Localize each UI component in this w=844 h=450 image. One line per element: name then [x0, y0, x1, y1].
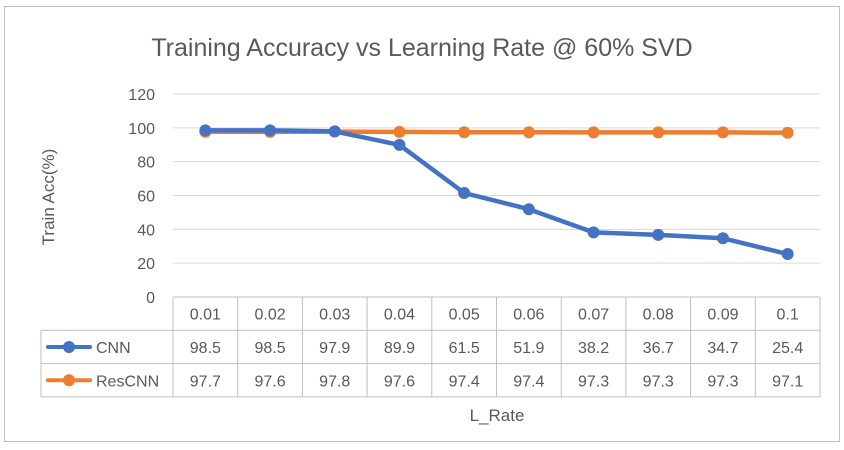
data-label: 97.3 — [707, 373, 738, 390]
data-point — [522, 126, 535, 139]
y-tick-label: 20 — [137, 256, 155, 273]
y-tick-label: 60 — [137, 189, 155, 206]
data-label: 98.5 — [190, 340, 221, 357]
x-tick-label: 0.1 — [777, 307, 799, 324]
data-point — [652, 126, 665, 139]
data-label: 97.6 — [254, 373, 285, 390]
x-tick-label: 0.01 — [190, 307, 221, 324]
x-tick-label: 0.03 — [319, 307, 350, 324]
data-label: 89.9 — [384, 340, 415, 357]
y-tick-label: 40 — [137, 222, 155, 239]
data-label: 97.4 — [449, 373, 480, 390]
data-point — [587, 226, 600, 239]
data-label: 34.7 — [707, 340, 738, 357]
y-axis-label: Train Acc(%) — [39, 149, 58, 246]
data-label: 97.7 — [190, 373, 221, 390]
x-axis-label: L_Rate — [470, 406, 525, 425]
data-point — [199, 124, 212, 137]
data-point — [264, 124, 277, 137]
legend-key-marker — [63, 340, 75, 353]
data-point — [716, 232, 729, 245]
data-label: 98.5 — [254, 340, 285, 357]
y-tick-label: 0 — [146, 290, 155, 307]
x-tick-label: 0.05 — [449, 307, 480, 324]
y-tick-label: 120 — [128, 87, 155, 104]
data-label: 61.5 — [449, 340, 480, 357]
x-tick-label: 0.09 — [707, 307, 738, 324]
x-tick-label: 0.06 — [513, 307, 544, 324]
series-line — [203, 128, 790, 257]
data-point — [781, 248, 794, 261]
x-tick-label: 0.04 — [384, 307, 415, 324]
legend-key-marker — [63, 374, 75, 387]
data-point — [652, 228, 665, 241]
data-point — [587, 126, 600, 139]
data-point — [458, 126, 471, 139]
data-label: 38.2 — [578, 340, 609, 357]
data-point — [522, 203, 535, 216]
data-label: 97.4 — [513, 373, 544, 390]
x-tick-label: 0.02 — [254, 307, 285, 324]
data-label: 97.9 — [319, 340, 350, 357]
y-tick-label: 80 — [137, 155, 155, 172]
chart-frame — [4, 6, 840, 442]
data-point — [458, 186, 471, 199]
data-label: 36.7 — [643, 340, 674, 357]
data-label: 51.9 — [513, 340, 544, 357]
legend-label: CNN — [96, 340, 131, 357]
data-point — [328, 125, 341, 138]
data-point — [716, 126, 729, 139]
legend-label: ResCNN — [96, 373, 159, 390]
data-label: 97.3 — [643, 373, 674, 390]
data-point — [393, 138, 406, 151]
chart-title: Training Accuracy vs Learning Rate @ 60%… — [151, 34, 692, 62]
y-tick-label: 100 — [128, 121, 155, 138]
x-tick-label: 0.08 — [643, 307, 674, 324]
data-label: 97.8 — [319, 373, 350, 390]
x-tick-label: 0.07 — [578, 307, 609, 324]
data-label: 97.1 — [772, 373, 803, 390]
data-label: 25.4 — [772, 340, 803, 357]
data-point — [393, 125, 406, 138]
data-label: 97.6 — [384, 373, 415, 390]
data-label: 97.3 — [578, 373, 609, 390]
data-point — [781, 126, 794, 139]
